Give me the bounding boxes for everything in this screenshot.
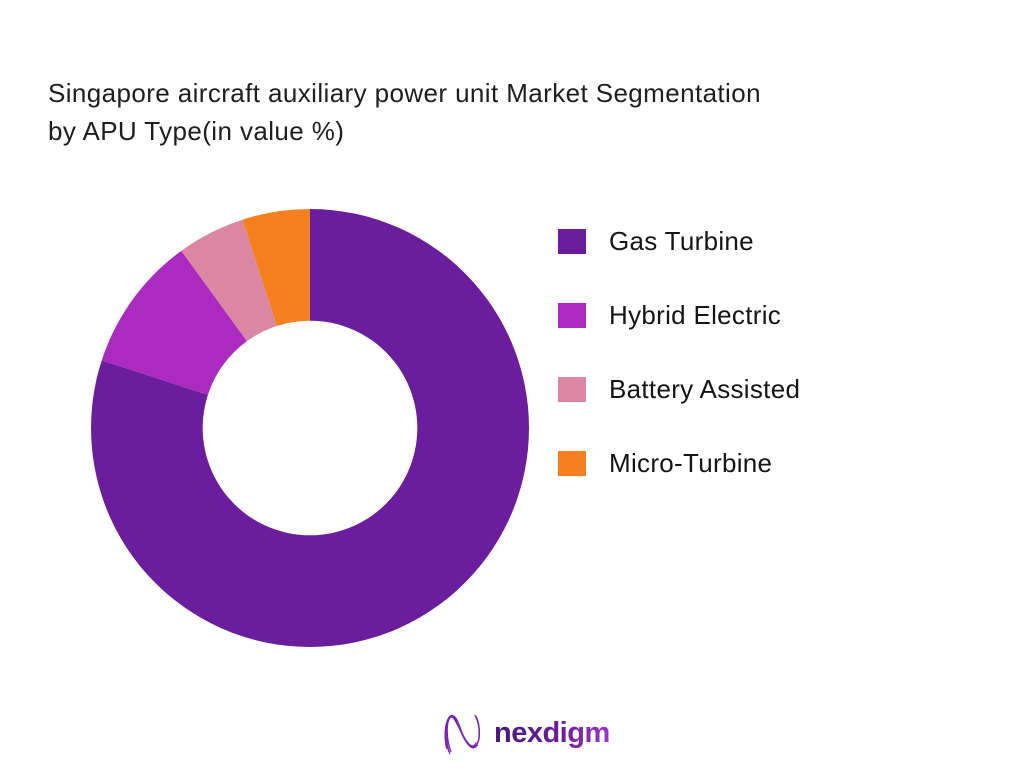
legend-label: Micro-Turbine — [609, 447, 773, 478]
donut-segment-micro-turbine — [242, 209, 310, 326]
donut-segment-gas-turbine — [91, 209, 530, 647]
page-title-line1: Singapore aircraft auxiliary power unit … — [48, 78, 761, 108]
donut-segment-hybrid-electric — [101, 250, 247, 395]
legend-label: Battery Assisted — [609, 373, 801, 404]
legend-swatch-icon — [558, 450, 586, 476]
legend-label: Gas Turbine — [609, 225, 754, 256]
legend-item: Hybrid Electric — [558, 299, 800, 330]
donut-chart — [91, 209, 530, 647]
chart-legend: Gas Turbine Hybrid Electric Battery Assist… — [558, 225, 801, 524]
legend-swatch-icon — [558, 228, 586, 254]
brand-logo: nexdigm — [441, 708, 610, 758]
legend-swatch-icon — [558, 302, 586, 328]
page-title-line2: by APU Type(in value %) — [48, 116, 345, 146]
legend-item: Gas Turbine — [558, 225, 800, 256]
legend-item: Micro-Turbine — [558, 447, 800, 478]
legend-label: Hybrid Electric — [609, 299, 782, 330]
page-title: Singapore aircraft auxiliary power unit … — [48, 74, 948, 150]
nexdigm-logo-icon — [444, 714, 481, 755]
brand-name: nexdigm — [494, 716, 610, 749]
legend-item: Battery Assisted — [558, 373, 801, 404]
legend-swatch-icon — [558, 376, 586, 402]
donut-segment-battery-assisted — [181, 219, 277, 342]
